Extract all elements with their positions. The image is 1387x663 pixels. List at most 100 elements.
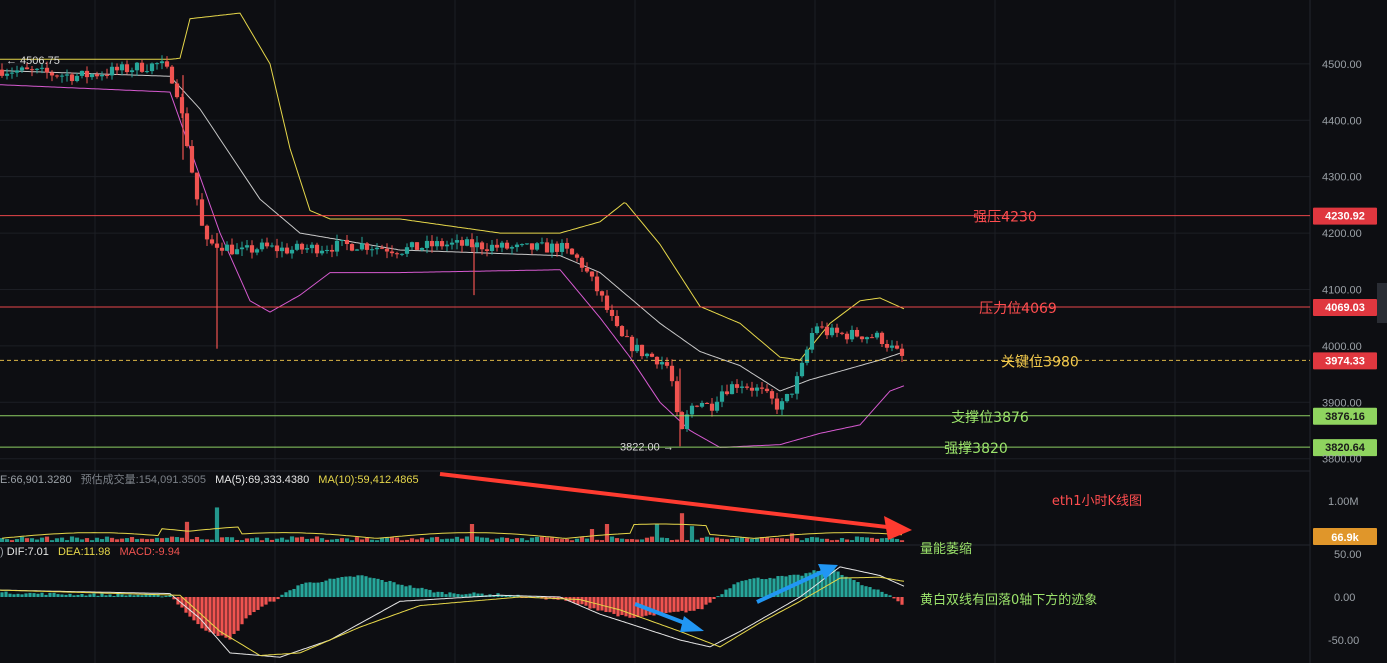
candle-body <box>494 244 500 248</box>
macd-histogram-bar <box>712 597 716 599</box>
volume-bar <box>789 533 795 542</box>
volume-bar <box>129 537 135 542</box>
candle-body <box>684 414 690 430</box>
candle-body <box>564 242 570 249</box>
macd-histogram-bar <box>876 589 880 597</box>
candle-body <box>74 75 80 82</box>
candle-body <box>179 97 185 114</box>
macd-histogram-bar <box>840 574 844 597</box>
price-tick-label: 4300.00 <box>1322 172 1362 184</box>
macd-tick-label: 50.00 <box>1334 549 1362 561</box>
candle-body <box>109 66 115 76</box>
candle-body <box>19 67 25 71</box>
volume-bar <box>639 539 645 542</box>
macd-histogram-bar <box>624 597 628 617</box>
macd-histogram-bar <box>280 594 284 597</box>
macd-histogram-bar <box>692 597 696 611</box>
macd-histogram-bar <box>44 594 48 597</box>
candle-body <box>864 337 870 340</box>
volume-bar <box>899 540 905 542</box>
macd-histogram-bar <box>296 585 300 597</box>
volume-bar <box>319 538 325 542</box>
level-price-tag <box>1313 207 1377 225</box>
macd-histogram-bar <box>88 594 92 597</box>
volume-bar <box>359 539 365 542</box>
volume-bar <box>489 539 495 542</box>
macd-histogram-bar <box>828 565 832 597</box>
macd-histogram-bar <box>400 584 404 597</box>
volume-bar <box>94 537 100 542</box>
macd-histogram-bar <box>64 594 68 597</box>
candle-body <box>94 74 100 77</box>
candle-body <box>734 384 740 388</box>
macd-histogram-bar <box>672 597 676 612</box>
volume-bar <box>494 538 500 542</box>
macd-histogram-bar <box>244 597 248 619</box>
candle-body <box>164 61 170 67</box>
volume-bar <box>254 537 260 542</box>
volume-bar <box>324 539 330 542</box>
macd-histogram-bar <box>324 580 328 597</box>
candle-body <box>124 64 130 73</box>
candle-body <box>69 74 75 82</box>
volume-bar <box>194 537 200 542</box>
macd-histogram-bar <box>720 594 724 597</box>
candle-body <box>129 70 135 73</box>
macd-histogram-bar <box>12 594 16 597</box>
candle-body <box>819 326 825 328</box>
macd-histogram-bar <box>364 576 368 597</box>
macd-histogram-bar <box>468 593 472 597</box>
level-price-tag <box>1313 298 1377 316</box>
trend-arrow-head <box>884 516 912 540</box>
macd-panel <box>0 565 905 658</box>
macd-histogram-bar <box>100 593 104 597</box>
candle-body <box>834 327 840 333</box>
volume-bar <box>889 538 895 542</box>
macd-histogram-bar <box>140 595 144 597</box>
macd-histogram-bar <box>700 597 704 610</box>
volume-bar <box>379 537 385 542</box>
level-price-tag <box>1313 407 1377 425</box>
macd-histogram-bar <box>408 585 412 597</box>
macd-histogram-bar <box>384 581 388 597</box>
candle-body <box>329 249 335 252</box>
level-price-tag-text: 3820.64 <box>1325 442 1366 454</box>
candle-body <box>559 242 565 252</box>
macd-histogram-bar <box>780 575 784 597</box>
volume-bar <box>0 538 5 542</box>
macd-histogram-bar <box>112 595 116 597</box>
candle-body <box>704 402 710 404</box>
candle-body <box>389 251 395 254</box>
candle-body <box>764 388 770 392</box>
macd-histogram-bar <box>0 592 4 597</box>
volume-bar <box>744 538 750 542</box>
candle-body <box>674 381 680 413</box>
macd-histogram-bar <box>424 589 428 597</box>
macd-histogram-bar <box>704 597 708 605</box>
candle-body <box>529 243 535 250</box>
volume-bar <box>769 538 775 542</box>
macd-histogram-bar <box>292 588 296 597</box>
macd-histogram-bar <box>208 597 212 633</box>
volume-bar <box>869 537 875 542</box>
volume-bar <box>34 539 40 542</box>
candle-body <box>774 398 780 410</box>
volume-bar <box>584 538 590 542</box>
macd-histogram-bar <box>232 597 236 634</box>
volume-bar <box>829 540 835 542</box>
candle-body <box>474 242 480 248</box>
candle-body <box>299 243 305 250</box>
macd-histogram-bar <box>572 597 576 603</box>
volume-bar <box>564 539 570 542</box>
macd-histogram-bar <box>28 592 32 597</box>
candle-body <box>44 67 50 73</box>
volume-bar <box>299 536 305 542</box>
candle-body <box>324 249 330 251</box>
macd-histogram-bar <box>164 595 168 597</box>
price-tick-label: 3900.00 <box>1322 397 1362 409</box>
volume-bar <box>39 537 45 542</box>
macd-histogram-bar <box>348 576 352 597</box>
macd-histogram-bar <box>396 584 400 597</box>
candle-body <box>649 353 655 357</box>
